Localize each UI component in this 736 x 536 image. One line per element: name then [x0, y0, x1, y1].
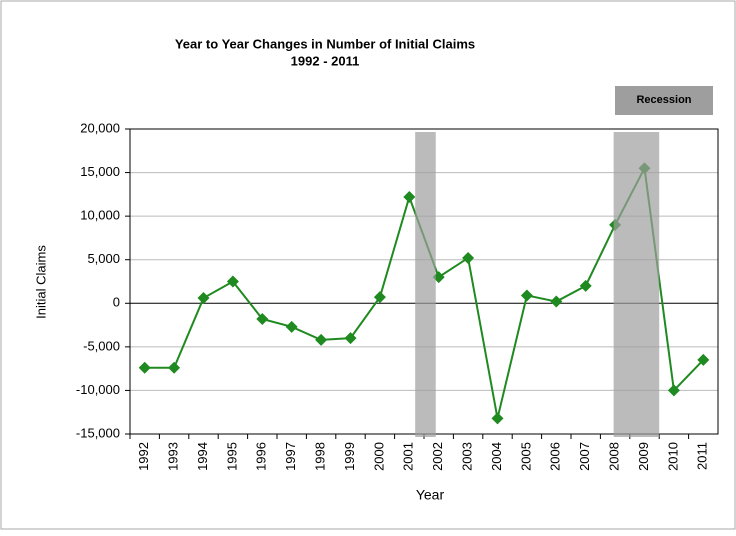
- x-tick-label: 1993: [166, 442, 181, 471]
- data-point: [344, 332, 357, 345]
- x-tick-label: 2004: [489, 442, 504, 471]
- legend-box: [615, 86, 713, 115]
- data-point: [667, 384, 680, 397]
- data-point: [315, 333, 328, 346]
- legend-label: Recession: [636, 94, 691, 106]
- y-axis-label: Initial Claims: [33, 245, 48, 319]
- x-tick-label: 2006: [548, 442, 563, 471]
- x-tick-label: 2007: [577, 442, 592, 471]
- chart-title: Year to Year Changes in Number of Initia…: [175, 36, 475, 51]
- x-tick-label: 2008: [607, 442, 622, 471]
- x-tick-label: 1998: [313, 442, 328, 471]
- data-point: [256, 312, 269, 325]
- x-tick-label: 2009: [636, 442, 651, 471]
- data-point: [462, 251, 475, 264]
- recession-shade: [613, 132, 660, 437]
- x-axis-label: Year: [416, 487, 445, 503]
- data-point: [697, 353, 710, 366]
- x-tick-label: 2010: [665, 442, 680, 471]
- y-tick-label: 5,000: [87, 251, 120, 266]
- data-point: [226, 275, 239, 288]
- x-tick-label: 2002: [430, 442, 445, 471]
- y-tick-label: -15,000: [76, 425, 120, 440]
- data-point: [520, 289, 533, 302]
- x-tick-label: 2003: [460, 442, 475, 471]
- x-tick-label: 2001: [401, 442, 416, 471]
- recession-shade: [415, 132, 436, 437]
- x-tick-label: 2011: [695, 442, 710, 470]
- data-point: [168, 361, 181, 374]
- x-tick-label: 1994: [195, 442, 210, 471]
- data-point: [550, 295, 563, 308]
- data-point: [403, 190, 416, 203]
- data-point: [579, 279, 592, 292]
- x-tick-label: 2000: [371, 442, 386, 471]
- y-tick-label: -5,000: [83, 338, 120, 353]
- data-point: [285, 320, 298, 333]
- y-tick-label: 10,000: [80, 208, 120, 223]
- x-tick-label: 1999: [342, 442, 357, 471]
- data-point: [491, 412, 504, 425]
- y-tick-label: -10,000: [76, 382, 120, 397]
- data-point: [373, 291, 386, 304]
- data-point: [138, 361, 151, 374]
- y-tick-label: 20,000: [80, 120, 120, 135]
- y-tick-label: 15,000: [80, 164, 120, 179]
- x-tick-label: 1996: [254, 442, 269, 471]
- data-point: [197, 292, 210, 305]
- x-tick-label: 1992: [136, 442, 151, 471]
- y-tick-label: 0: [113, 295, 120, 310]
- x-tick-label: 1995: [224, 442, 239, 471]
- chart-subtitle: 1992 - 2011: [291, 53, 360, 68]
- x-tick-label: 1997: [283, 442, 298, 471]
- x-tick-label: 2005: [518, 442, 533, 471]
